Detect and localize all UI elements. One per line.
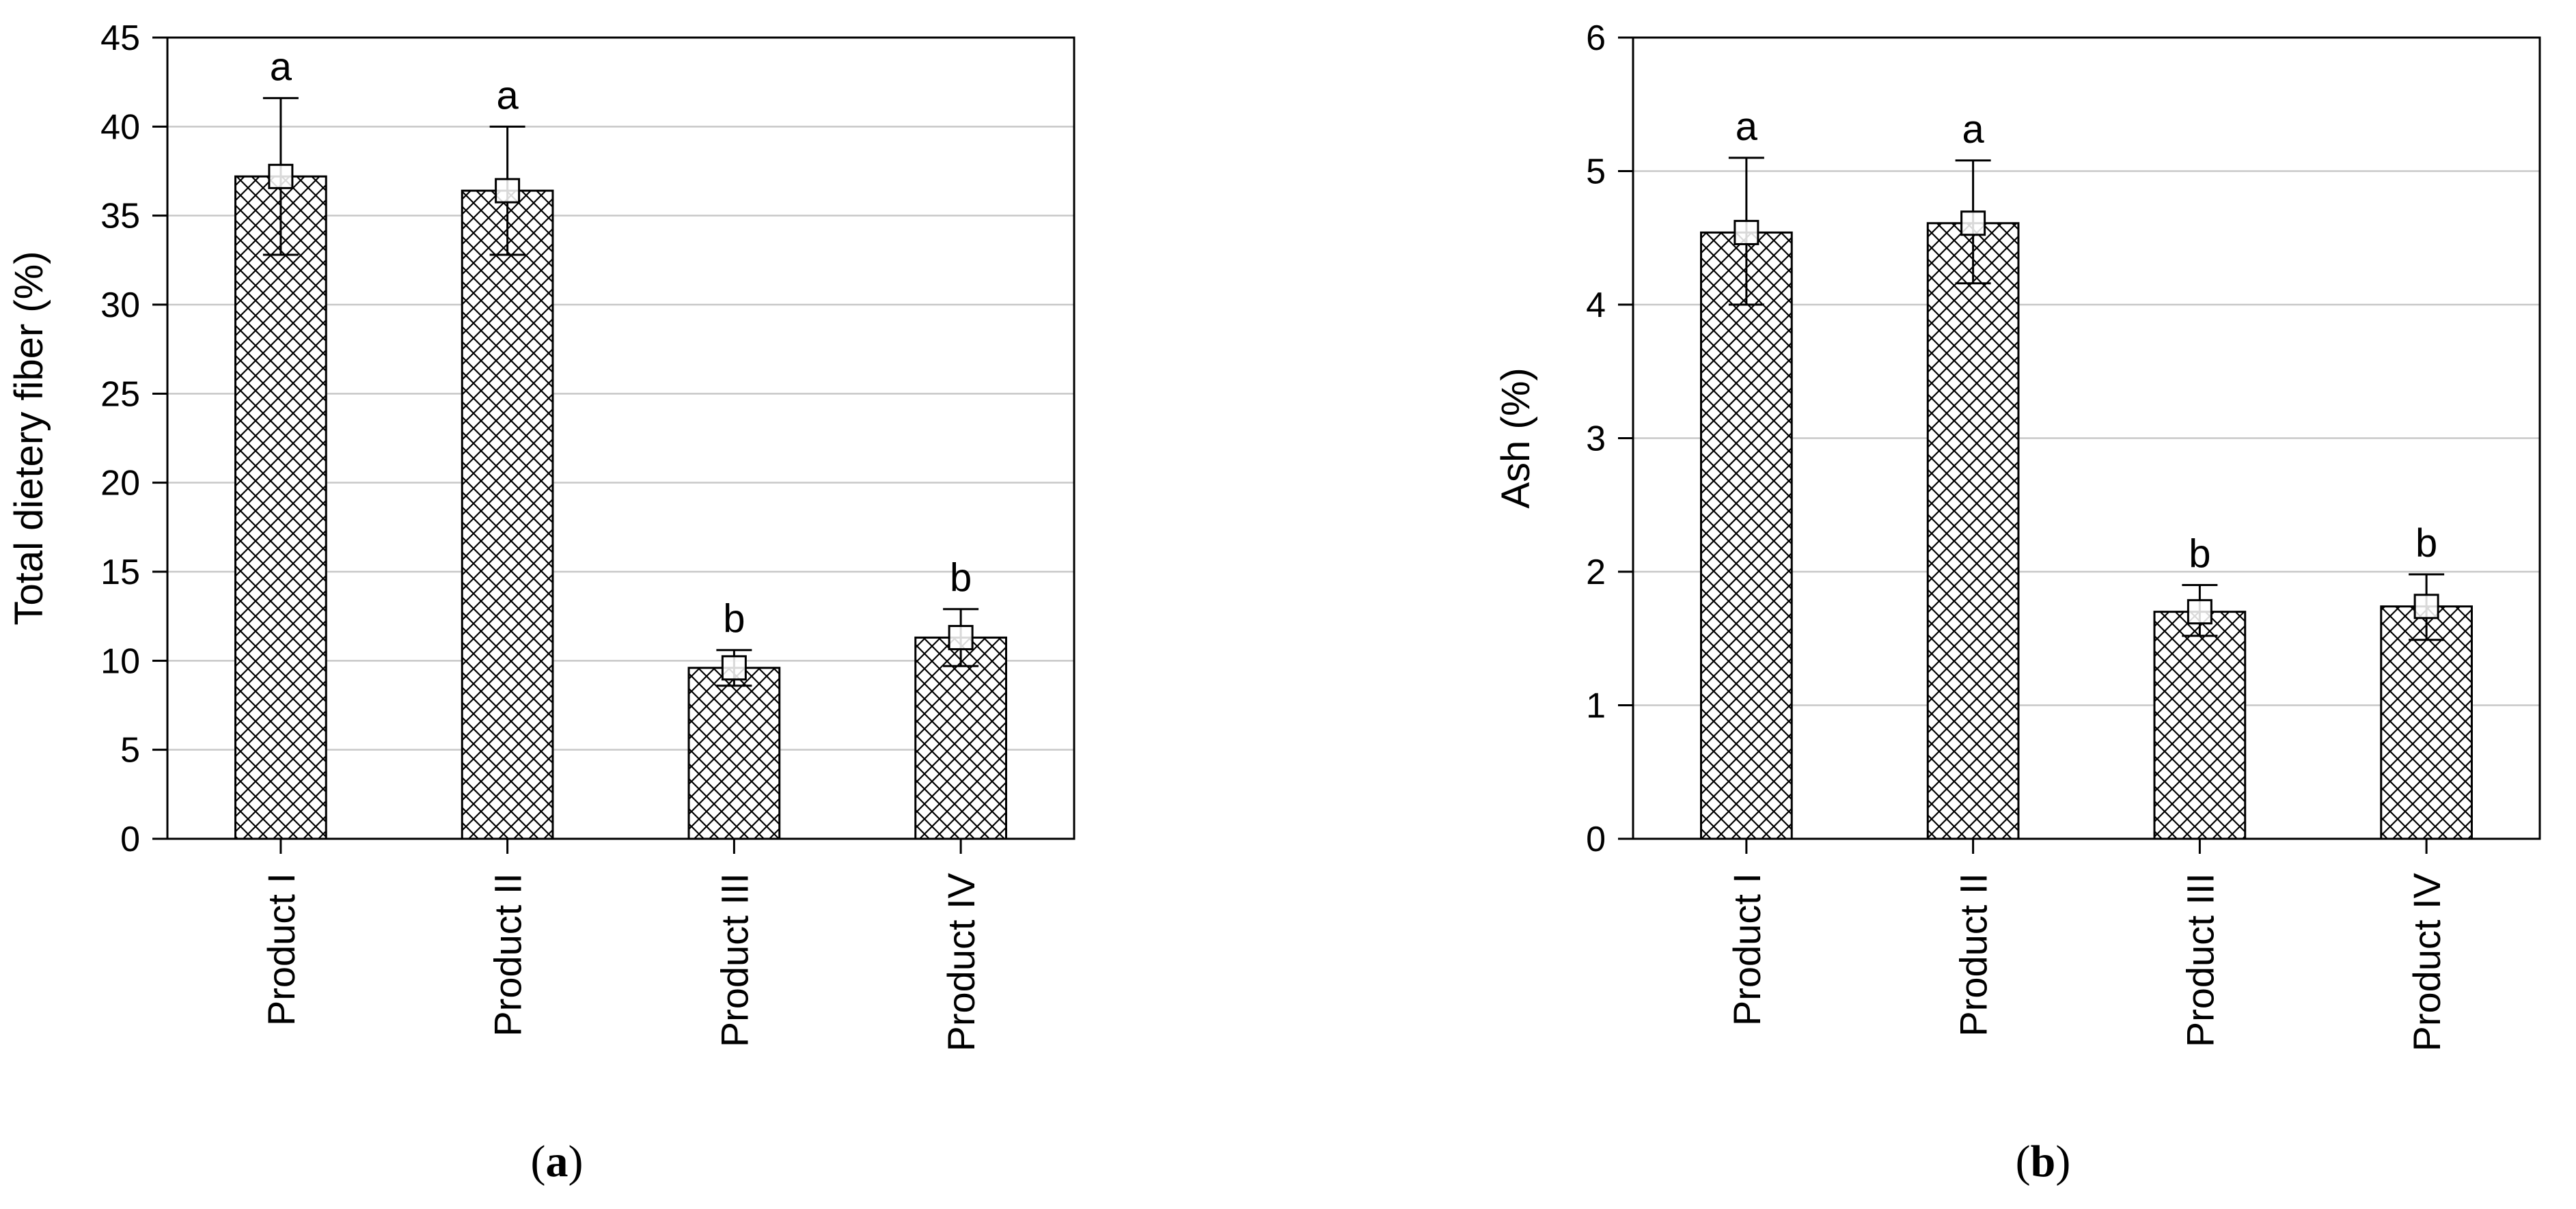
x-tick-label: Product II xyxy=(1952,873,1995,1037)
x-tick-label: Product I xyxy=(1725,873,1768,1026)
mean-marker xyxy=(268,163,294,189)
x-tick-label: Product IV xyxy=(940,872,983,1051)
bar xyxy=(2153,611,2247,840)
mean-marker xyxy=(1960,210,1986,236)
significance-letter: a xyxy=(496,73,519,117)
panel-label: (b) xyxy=(2016,1137,2071,1186)
bar xyxy=(461,189,554,840)
significance-letter: b xyxy=(2415,521,2437,566)
y-tick-label: 2 xyxy=(1586,553,1606,592)
y-tick-label: 0 xyxy=(120,820,140,859)
y-axis-label: Ash (%) xyxy=(1494,367,1538,508)
bar xyxy=(1926,222,2020,840)
panel-label: (a) xyxy=(531,1137,584,1186)
significance-letter: b xyxy=(723,597,745,641)
bar xyxy=(1700,231,1793,840)
chart-panel-b: a a b b 0 1 2 3 4 5 6 Product I Product II Product II… xyxy=(1494,18,2541,1186)
significance-letter: a xyxy=(1962,107,1984,152)
mean-marker xyxy=(1734,219,1759,245)
x-tick-label: Product I xyxy=(260,873,303,1026)
bar xyxy=(914,636,1007,840)
bar xyxy=(234,175,327,840)
bar xyxy=(2380,605,2473,840)
y-tick-label: 4 xyxy=(1586,286,1606,325)
x-tick-label: Product III xyxy=(713,873,756,1047)
mean-marker xyxy=(495,178,521,204)
y-tick-label: 1 xyxy=(1586,686,1606,726)
mean-marker xyxy=(721,655,747,681)
y-tick-label: 15 xyxy=(100,553,140,592)
significance-letter: a xyxy=(1736,105,1758,149)
mean-marker xyxy=(2413,594,2439,620)
y-tick-label: 25 xyxy=(100,374,140,414)
y-tick-label: 35 xyxy=(100,197,140,236)
significance-letter: b xyxy=(950,556,972,600)
y-tick-label: 0 xyxy=(1586,820,1606,859)
significance-letter: b xyxy=(2189,532,2210,576)
y-tick-label: 5 xyxy=(120,731,140,770)
y-tick-label: 20 xyxy=(100,464,140,503)
y-tick-label: 45 xyxy=(100,18,140,58)
mean-marker xyxy=(2187,599,2212,625)
y-tick-label: 5 xyxy=(1586,152,1606,192)
y-tick-label: 3 xyxy=(1586,419,1606,459)
x-tick-label: Product II xyxy=(487,873,530,1037)
x-tick-label: Product IV xyxy=(2405,872,2448,1051)
x-tick-label: Product III xyxy=(2178,873,2221,1047)
y-tick-label: 40 xyxy=(100,107,140,147)
y-axis-label: Total dietery fiber (%) xyxy=(7,251,51,626)
y-tick-label: 10 xyxy=(100,641,140,681)
significance-letter: a xyxy=(270,45,292,89)
mean-marker xyxy=(948,624,974,650)
plot-frame xyxy=(166,36,1075,840)
bar xyxy=(687,667,781,840)
y-tick-label: 6 xyxy=(1586,18,1606,58)
y-tick-label: 30 xyxy=(100,286,140,325)
chart-panel-a: a a b b 0 5 10 15 20 25 30 35 40 45 Product I Product I… xyxy=(7,18,1075,1186)
